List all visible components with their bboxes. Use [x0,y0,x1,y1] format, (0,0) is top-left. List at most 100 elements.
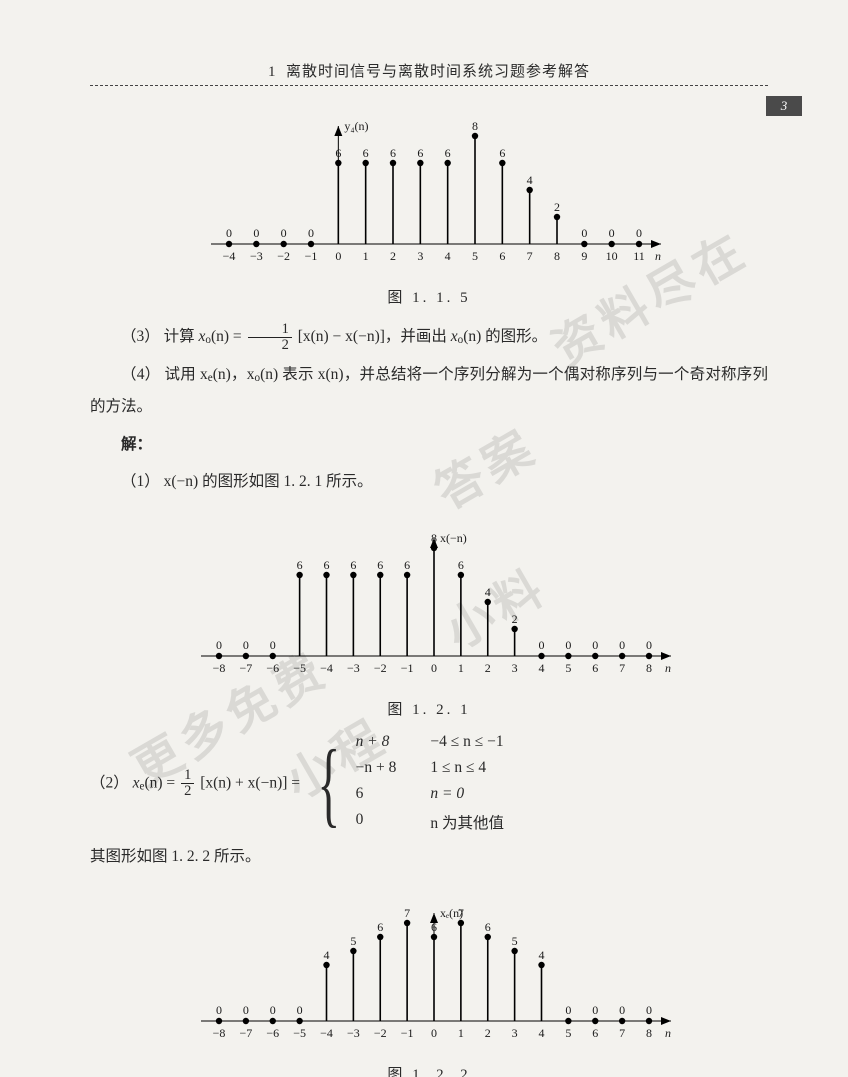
svg-text:−1: −1 [401,1026,414,1040]
svg-text:4: 4 [445,249,451,263]
running-head: 1 离散时间信号与离散时间系统习题参考解答 [90,60,768,81]
svg-text:−2: −2 [374,661,387,675]
svg-text:−8: −8 [213,661,226,675]
svg-text:x(−n): x(−n) [440,531,467,545]
svg-text:0: 0 [609,226,615,240]
solution-heading: 解： [90,429,768,461]
svg-text:4: 4 [539,661,545,675]
figure-caption: 图 1. 1. 5 [90,286,768,307]
svg-text:−6: −6 [266,1026,279,1040]
svg-text:1: 1 [458,1026,464,1040]
svg-text:6: 6 [592,1026,598,1040]
svg-text:8: 8 [646,1026,652,1040]
svg-text:0: 0 [270,1003,276,1017]
svg-text:n: n [665,1026,671,1040]
svg-text:5: 5 [350,934,356,948]
svg-text:0: 0 [335,249,341,263]
figure-caption: 图 1. 2. 1 [90,698,768,719]
svg-text:0: 0 [565,1003,571,1017]
svg-text:−2: −2 [277,249,290,263]
svg-text:7: 7 [619,1026,625,1040]
svg-text:−6: −6 [266,661,279,675]
svg-text:0: 0 [243,638,249,652]
svg-text:−1: −1 [401,661,414,675]
svg-text:0: 0 [592,1003,598,1017]
svg-text:8: 8 [431,531,437,545]
problem-4: （4） 试用 xe(n)，xo(n) 表示 x(n)，并总结将一个序列分解为一个… [90,359,768,423]
svg-text:3: 3 [417,249,423,263]
svg-text:−2: −2 [374,1026,387,1040]
svg-text:2: 2 [485,1026,491,1040]
svg-text:9: 9 [581,249,587,263]
svg-text:1: 1 [363,249,369,263]
svg-text:6: 6 [324,558,330,572]
svg-text:−4: −4 [223,249,236,263]
solution-2-tail: 其图形如图 1. 2. 2 所示。 [90,841,768,873]
svg-text:−5: −5 [293,661,306,675]
svg-text:0: 0 [539,638,545,652]
svg-text:7: 7 [619,661,625,675]
svg-text:0: 0 [646,1003,652,1017]
svg-text:2: 2 [512,612,518,626]
svg-text:7: 7 [458,906,464,920]
svg-text:6: 6 [499,146,505,160]
svg-text:6: 6 [377,920,383,934]
svg-text:0: 0 [619,638,625,652]
svg-text:5: 5 [472,249,478,263]
svg-text:0: 0 [565,638,571,652]
figure-1-1-5: y₄(n)n0−40−30−20−16061626364856647280901… [189,108,669,278]
page-number-badge: 3 [766,96,802,116]
svg-text:2: 2 [390,249,396,263]
svg-text:7: 7 [527,249,533,263]
svg-text:−3: −3 [347,661,360,675]
svg-text:0: 0 [216,1003,222,1017]
svg-text:0: 0 [431,661,437,675]
svg-text:6: 6 [335,146,341,160]
solution-2-equation: （2） xe(n) = 12 [x(n) + x(−n)] = { n + 8−… [90,733,768,833]
svg-text:−3: −3 [347,1026,360,1040]
svg-text:0: 0 [243,1003,249,1017]
svg-text:4: 4 [539,1026,545,1040]
svg-text:6: 6 [485,920,491,934]
svg-text:6: 6 [445,146,451,160]
svg-text:−1: −1 [305,249,318,263]
svg-text:8: 8 [554,249,560,263]
svg-text:3: 3 [512,661,518,675]
svg-text:−3: −3 [250,249,263,263]
svg-text:6: 6 [297,558,303,572]
svg-text:7: 7 [404,906,410,920]
svg-text:0: 0 [270,638,276,652]
svg-text:6: 6 [390,146,396,160]
svg-text:6: 6 [404,558,410,572]
svg-text:0: 0 [646,638,652,652]
svg-text:0: 0 [281,226,287,240]
figure-1-2-1: x(−n)n0−80−70−66−56−46−36−26−18061422304… [179,520,679,690]
svg-text:0: 0 [636,226,642,240]
svg-text:0: 0 [226,226,232,240]
svg-text:0: 0 [253,226,259,240]
svg-text:0: 0 [431,1026,437,1040]
svg-text:−8: −8 [213,1026,226,1040]
svg-text:4: 4 [324,948,330,962]
svg-text:n: n [655,249,661,263]
figure-1-2-2: xₑ(n)n0−80−70−60−54−45−36−27−16071625344… [179,895,679,1055]
svg-text:1: 1 [458,661,464,675]
svg-text:10: 10 [606,249,618,263]
svg-text:0: 0 [619,1003,625,1017]
solution-1: （1） x(−n) 的图形如图 1. 2. 1 所示。 [90,466,768,498]
svg-text:−4: −4 [320,661,333,675]
svg-text:2: 2 [485,661,491,675]
header-rule [90,85,768,86]
problem-3: （3） 计算 xo(n) = 12 [x(n) − x(−n)]，并画出 xo(… [90,321,768,353]
svg-text:−7: −7 [239,661,252,675]
svg-text:5: 5 [565,661,571,675]
svg-text:8: 8 [472,119,478,133]
svg-text:n: n [665,661,671,675]
figure-caption: 图 1. 2. 2 [90,1063,768,1077]
svg-text:8: 8 [646,661,652,675]
svg-text:4: 4 [485,585,491,599]
svg-text:−5: −5 [293,1026,306,1040]
svg-text:−4: −4 [320,1026,333,1040]
svg-text:5: 5 [565,1026,571,1040]
svg-text:5: 5 [512,934,518,948]
